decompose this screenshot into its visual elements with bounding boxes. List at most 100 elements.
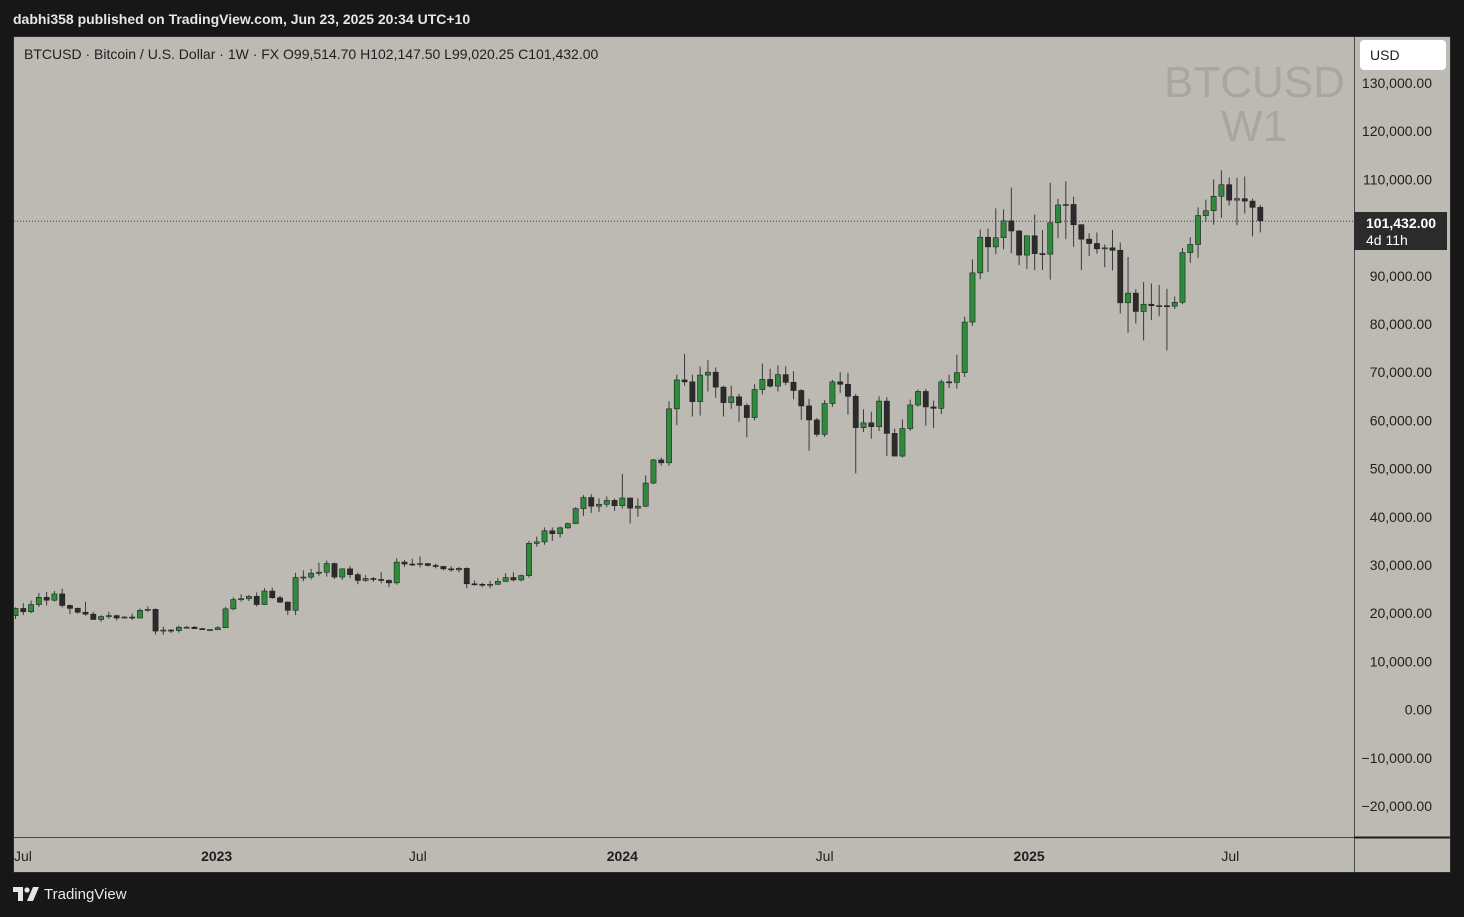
candle-body-down [386,580,392,584]
candle-body-up [121,616,128,619]
candle [627,497,634,524]
candle [14,607,19,619]
candle-body-up [876,400,882,427]
candle-body-up [969,272,976,323]
candle-body-up [751,389,758,418]
candle-body-down [1132,292,1139,312]
candle [720,385,727,417]
candle [961,316,968,378]
candle-body-down [767,379,774,387]
candle [634,498,641,517]
candle-body-down [129,616,136,619]
candle-body-up [642,482,649,507]
candle-body-up [1179,252,1186,303]
candle-body-up [1140,303,1147,312]
price-tick-label: 20,000.00 [1370,605,1432,621]
candle-body-down [798,390,805,407]
symbol-info[interactable]: BTCUSD · Bitcoin / U.S. Dollar · 1W · FX… [24,46,599,62]
candle [448,566,455,572]
candle-body-up [316,571,322,574]
candle-body-down [891,433,898,457]
candle-body-up [1047,222,1054,255]
candle [938,379,945,415]
candle [432,563,439,569]
candle-body-down [1078,224,1085,240]
candle [479,582,486,588]
candle-body-up [860,422,867,428]
candle [806,398,812,451]
candle-body-down [689,381,696,402]
candle [642,475,649,508]
candle [1078,224,1085,271]
candle [199,628,206,631]
publisher-line: dabhi358 published on TradingView.com, J… [13,11,471,27]
candle-body-down [1164,305,1170,307]
candle [1148,283,1155,321]
candle [899,419,906,458]
tradingview-logo[interactable]: TradingView [13,886,127,903]
chart-frame[interactable]: 130,000.00 120,000.00 110,000.00 90,000.00 8… [13,36,1451,873]
candle [502,573,509,582]
candle [1249,198,1256,237]
candle [323,560,330,577]
candle-body-down [845,383,851,397]
candle-body-up [308,572,315,578]
candle-body-up [728,396,735,403]
candle-body-down [43,596,50,601]
candle [175,625,182,633]
candle [191,626,198,630]
candle-body-down [191,626,198,629]
candle [549,527,556,541]
candle [829,379,836,407]
candle-body-up [564,523,571,529]
price-tick-label: 50,000.00 [1370,461,1432,477]
candle [992,208,999,255]
candle [1031,214,1038,271]
candle [417,556,423,568]
candle [20,603,27,616]
candle [1140,282,1147,341]
candle [977,229,984,280]
price-axis[interactable]: 130,000.00 120,000.00 110,000.00 90,000.00 8… [1362,75,1433,814]
symbol-watermark: BTCUSD W1 [1164,58,1345,149]
candle [969,259,976,326]
candle [1257,204,1264,233]
candle [1016,230,1023,266]
candle [424,563,431,567]
candle [1241,176,1248,214]
tradingview-brand: TradingView [44,886,127,903]
candle-body-up [494,581,501,585]
candle-body-up [28,604,34,613]
candle-body-up [1023,235,1030,256]
time-tick-label: Jul [14,848,32,864]
candle-body-down [588,497,595,507]
candle [611,498,618,512]
candle [144,606,151,612]
candle-body-up [35,596,42,605]
candle-body-down [1257,207,1264,221]
time-tick-label: Jul [1221,848,1239,864]
candle-body-up [238,598,245,601]
candle-body-down [168,629,174,632]
candle [751,384,758,421]
candle-body-up [673,379,680,410]
candle [1086,233,1093,257]
currency-button[interactable]: USD [1360,40,1446,70]
price-tick-label: 40,000.00 [1370,509,1432,525]
candle [798,389,805,420]
price-tick-label: 120,000.00 [1362,123,1432,139]
chart-canvas[interactable]: 130,000.00 120,000.00 110,000.00 90,000.00 8… [14,37,1450,872]
candle [456,566,462,573]
candle [1226,177,1233,206]
candle [712,367,719,398]
candle [331,562,338,579]
candle [183,625,190,629]
candle-body-up [1101,247,1108,250]
candle [1094,232,1100,254]
candle [1132,289,1139,324]
time-axis[interactable]: Jul 2023 Jul 2024 Jul 2025 Jul [14,848,1239,864]
candle [658,457,665,466]
watermark-symbol: BTCUSD [1164,58,1345,107]
candle-body-up [821,403,828,435]
candle [1210,179,1217,225]
